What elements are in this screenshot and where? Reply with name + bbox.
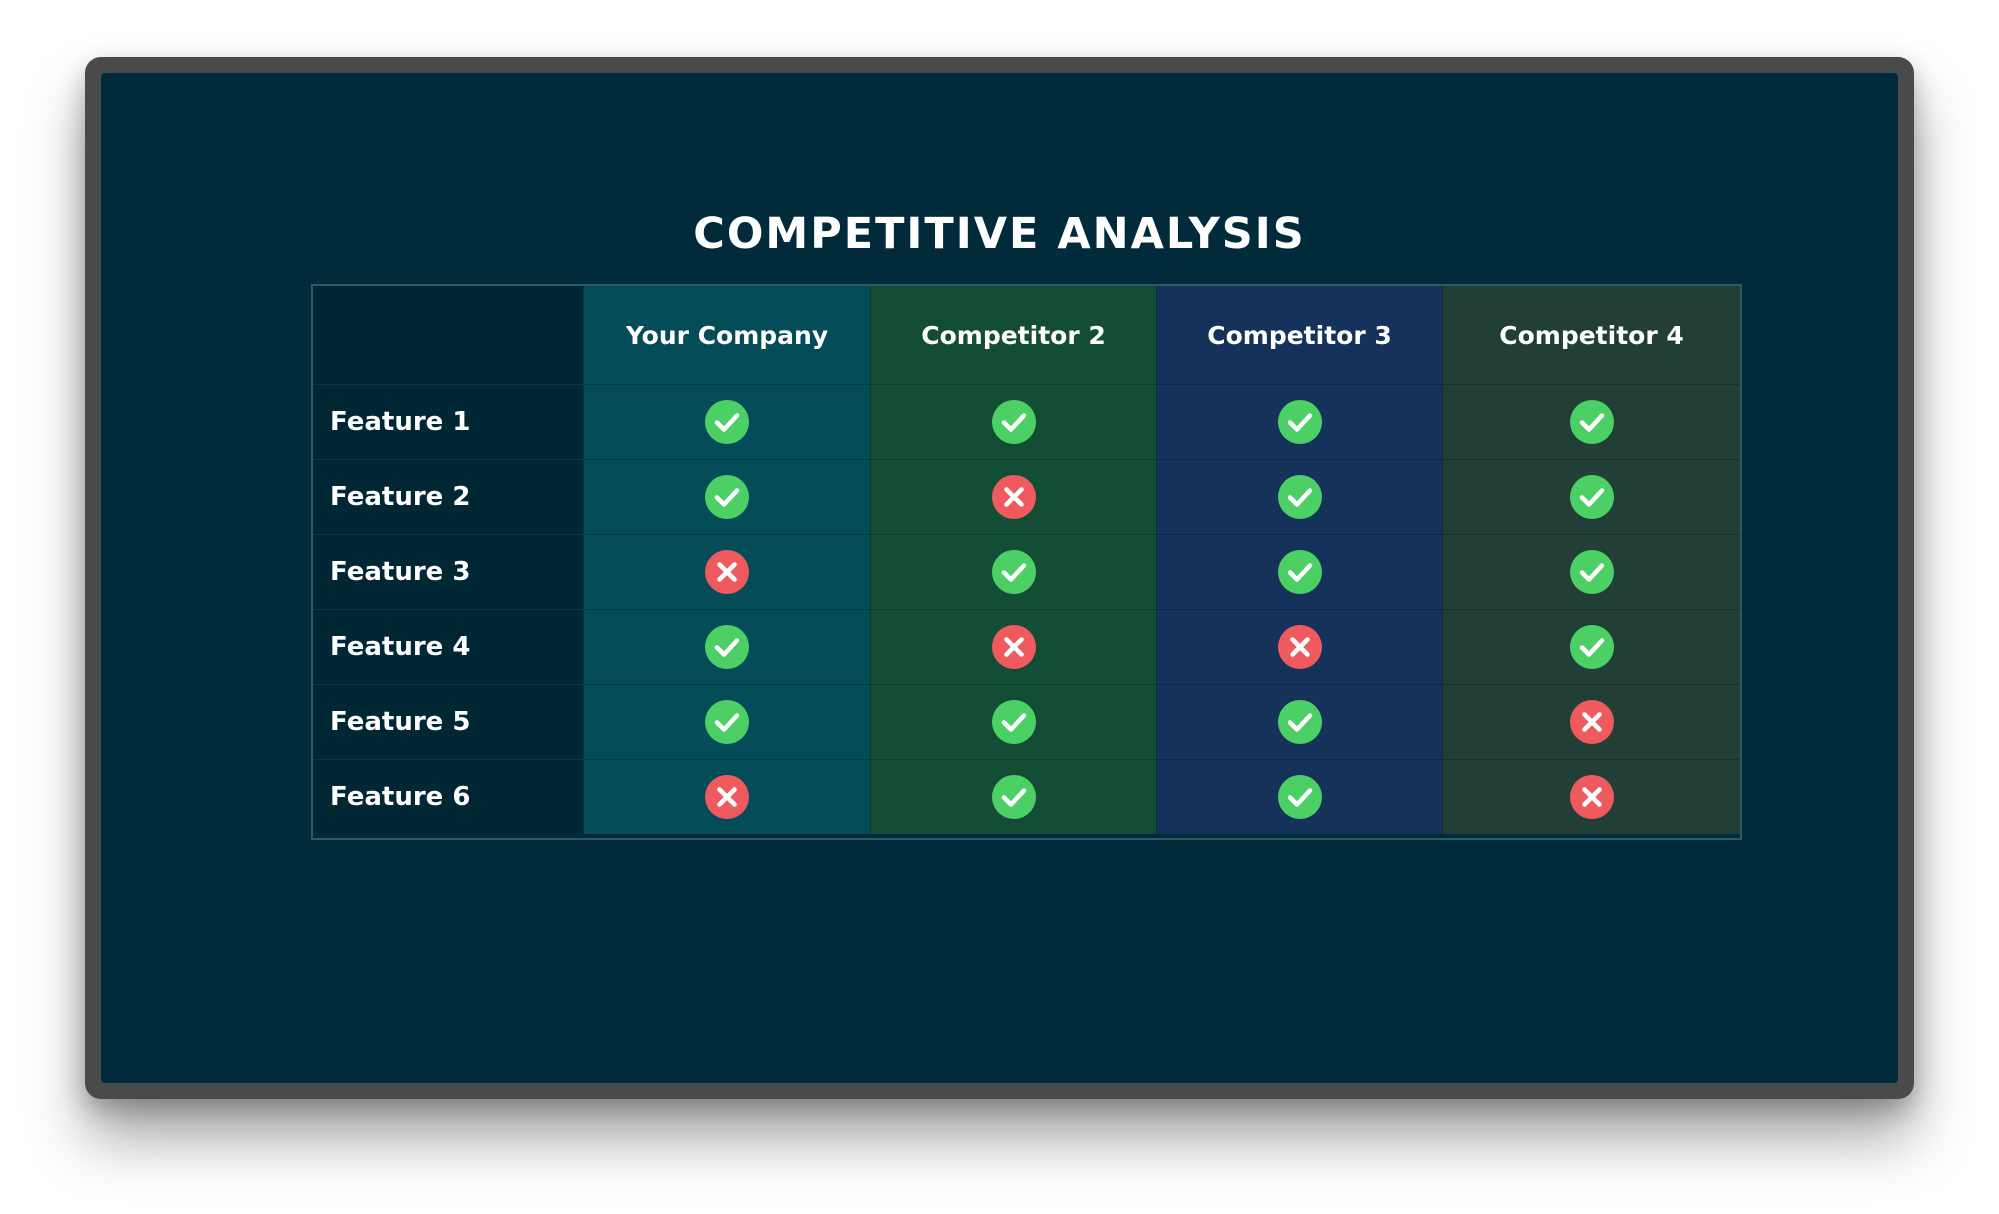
column-header-competitor-3: Competitor 3	[1156, 286, 1442, 384]
table-cell	[583, 459, 870, 534]
column-header-competitor-2: Competitor 2	[870, 286, 1156, 384]
check-icon	[991, 550, 1036, 594]
table-cell	[1442, 534, 1740, 609]
cross-icon	[1569, 775, 1614, 819]
check-icon	[1277, 775, 1322, 819]
table-cell	[1442, 609, 1740, 684]
cross-icon	[705, 550, 749, 594]
row-label-feature-1: Feature 1	[313, 384, 583, 459]
row-label-feature-2: Feature 2	[313, 459, 583, 534]
check-icon	[1569, 400, 1614, 444]
cross-icon	[1277, 625, 1322, 669]
table-cell	[1442, 684, 1740, 759]
table-cell	[1156, 384, 1442, 459]
table-cell	[870, 609, 1156, 684]
check-icon	[1277, 475, 1322, 519]
table-cell	[583, 384, 870, 459]
comparison-table: Your Company Competitor 2 Competitor 3 C…	[311, 284, 1742, 840]
cross-icon	[991, 625, 1036, 669]
check-icon	[705, 475, 749, 519]
cross-icon	[705, 775, 749, 819]
row-label-feature-4: Feature 4	[313, 609, 583, 684]
table-corner	[313, 286, 583, 384]
check-icon	[1277, 400, 1322, 444]
table-cell	[1156, 609, 1442, 684]
column-header-competitor-4: Competitor 4	[1442, 286, 1740, 384]
check-icon	[1277, 550, 1322, 594]
table-cell	[870, 534, 1156, 609]
table-cell	[870, 384, 1156, 459]
table-cell	[583, 609, 870, 684]
column-header-your-company: Your Company	[583, 286, 870, 384]
cross-icon	[1569, 700, 1614, 744]
check-icon	[705, 625, 749, 669]
cross-icon	[991, 475, 1036, 519]
check-icon	[1569, 475, 1614, 519]
table-cell	[1442, 759, 1740, 834]
table-cell	[1156, 534, 1442, 609]
check-icon	[1569, 625, 1614, 669]
table-cell	[1442, 459, 1740, 534]
table-cell	[583, 684, 870, 759]
check-icon	[991, 775, 1036, 819]
table-cell	[1156, 459, 1442, 534]
table-cell	[870, 684, 1156, 759]
table-cell	[1156, 759, 1442, 834]
check-icon	[1569, 550, 1614, 594]
table-cell	[1442, 384, 1740, 459]
slide-screen: COMPETITIVE ANALYSIS Your Company Compet…	[101, 73, 1898, 1083]
check-icon	[705, 700, 749, 744]
row-label-feature-3: Feature 3	[313, 534, 583, 609]
table-cell	[1156, 684, 1442, 759]
table-cell	[583, 534, 870, 609]
check-icon	[705, 400, 749, 444]
table-cell	[583, 759, 870, 834]
check-icon	[991, 700, 1036, 744]
check-icon	[1277, 700, 1322, 744]
page-title: COMPETITIVE ANALYSIS	[693, 209, 1306, 259]
check-icon	[991, 400, 1036, 444]
table-cell	[870, 759, 1156, 834]
row-label-feature-5: Feature 5	[313, 684, 583, 759]
table-cell	[870, 459, 1156, 534]
monitor-frame: COMPETITIVE ANALYSIS Your Company Compet…	[85, 57, 1914, 1099]
row-label-feature-6: Feature 6	[313, 759, 583, 834]
